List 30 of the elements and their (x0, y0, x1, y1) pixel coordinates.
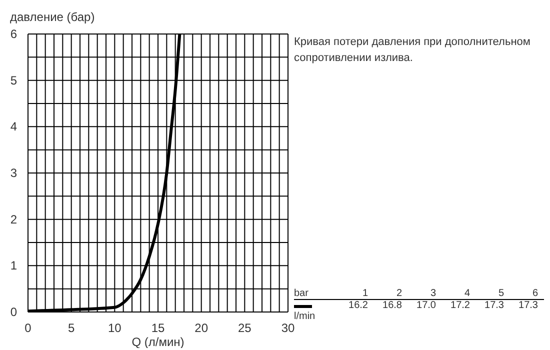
text: 17.0 (416, 300, 436, 311)
y-tick-label: 6 (10, 27, 18, 41)
text: bar (294, 288, 310, 299)
y-tick-label: 4 (10, 120, 18, 134)
text: Кривая потери давления при дополнительном сопротивлении излива. (294, 35, 532, 66)
x-tick-label: 15 (151, 321, 165, 335)
text: 16.8 (382, 300, 402, 311)
y-tick-label: 1 (10, 258, 18, 273)
y-tick-label: 5 (10, 73, 18, 88)
text: 3 (429, 288, 436, 299)
text: 2 (395, 288, 402, 299)
x-tick-label: 25 (238, 321, 252, 335)
text: 17.3 (484, 300, 504, 311)
text: l/min (294, 311, 316, 322)
text: 4 (463, 288, 470, 299)
x-tick-label: 5 (68, 321, 75, 335)
text: 16.2 (348, 300, 368, 311)
x-tick-label: 0 (24, 321, 32, 335)
y-tick-label: 2 (10, 212, 18, 226)
text: 17.3 (518, 300, 538, 311)
x-tick-label: 20 (194, 321, 208, 335)
text: 5 (497, 288, 504, 299)
y-axis-title: давление (бар) (10, 10, 95, 24)
x-tick-label: 10 (108, 321, 122, 335)
text: 1 (361, 288, 368, 299)
y-tick-label: 0 (10, 305, 18, 319)
text: 6 (531, 288, 538, 299)
y-tick-label: 3 (10, 166, 18, 180)
text: 17.2 (450, 300, 470, 311)
x-tick-label: 30 (281, 321, 295, 335)
